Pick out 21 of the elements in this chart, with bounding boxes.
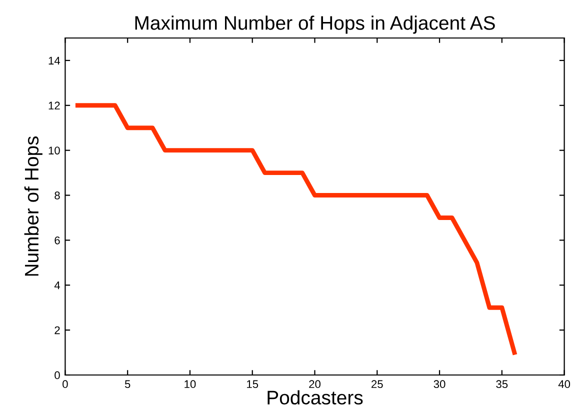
y-tick-label: 6 — [54, 236, 60, 244]
x-tick-label: 5 — [124, 380, 130, 388]
y-tick-label: 4 — [54, 282, 60, 290]
x-tick-label: 20 — [309, 380, 320, 388]
x-tick-label: 0 — [62, 380, 68, 388]
chart-title: Maximum Number of Hops in Adjacent AS — [135, 16, 495, 34]
x-tick-label: 15 — [247, 380, 258, 388]
y-tick-label: 12 — [48, 102, 60, 110]
x-tick-label: 30 — [434, 380, 446, 388]
y-tick-label: 8 — [54, 192, 60, 200]
y-tick-label: 2 — [54, 326, 60, 334]
x-tick-label: 40 — [558, 380, 570, 388]
x-tick-label: 35 — [496, 380, 508, 388]
y-tick-label: 10 — [48, 146, 60, 154]
x-tick-label: 25 — [372, 380, 383, 388]
x-tick-label: 10 — [184, 380, 196, 388]
y-tick-label: 0 — [54, 371, 60, 380]
y-axis-title: Number of Hops — [24, 136, 42, 276]
line-series — [75, 103, 517, 355]
x-axis-title: Podcasters — [268, 390, 363, 405]
y-tick-label: 14 — [48, 56, 60, 64]
